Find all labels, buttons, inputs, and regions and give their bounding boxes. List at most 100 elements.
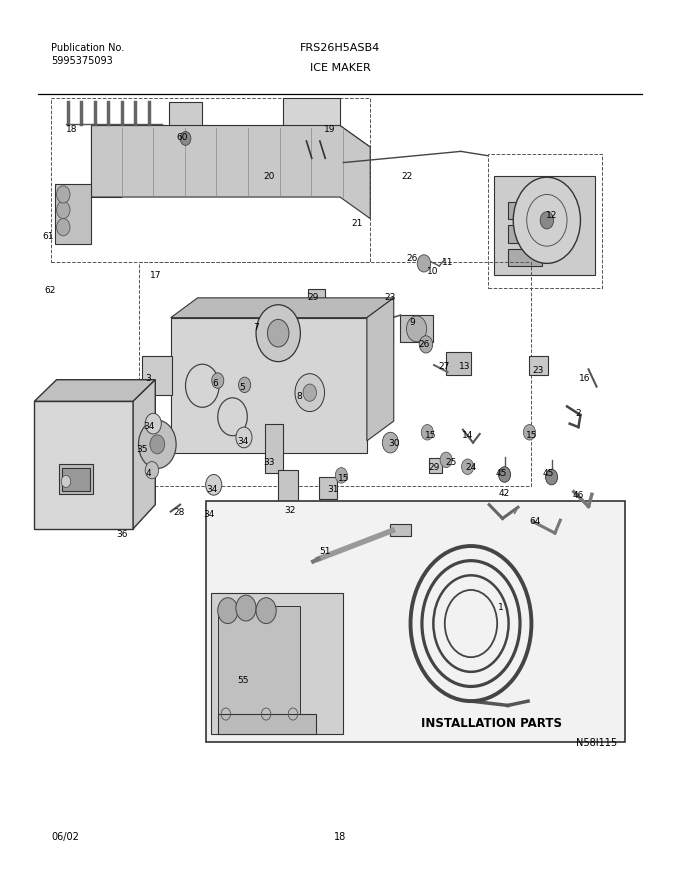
Circle shape (146, 462, 158, 480)
Text: 45: 45 (496, 468, 507, 478)
Text: 11: 11 (442, 258, 453, 267)
Circle shape (418, 255, 430, 273)
Text: 18: 18 (334, 831, 346, 840)
Text: 1: 1 (498, 602, 504, 611)
Text: 34: 34 (237, 436, 248, 445)
Polygon shape (390, 524, 411, 536)
Polygon shape (429, 459, 442, 474)
Text: 34: 34 (143, 421, 154, 430)
Text: 14: 14 (462, 430, 473, 439)
Circle shape (236, 428, 252, 448)
Polygon shape (265, 424, 283, 474)
Text: 16: 16 (579, 374, 591, 383)
Text: 61: 61 (42, 232, 54, 241)
Polygon shape (318, 478, 337, 499)
Circle shape (239, 378, 251, 393)
Circle shape (295, 375, 324, 412)
Text: 60: 60 (176, 133, 188, 142)
Polygon shape (169, 103, 203, 129)
Polygon shape (133, 381, 155, 529)
Circle shape (56, 202, 70, 219)
Polygon shape (92, 126, 122, 198)
Circle shape (56, 187, 70, 204)
Circle shape (180, 132, 191, 146)
Polygon shape (62, 468, 90, 491)
Circle shape (236, 595, 256, 621)
Text: 15: 15 (337, 473, 349, 482)
Polygon shape (35, 401, 133, 529)
Polygon shape (508, 226, 541, 243)
Text: 15: 15 (526, 430, 537, 439)
Circle shape (545, 470, 558, 485)
Text: 17: 17 (150, 271, 161, 280)
Polygon shape (218, 714, 316, 734)
Text: 33: 33 (264, 458, 275, 467)
Polygon shape (142, 357, 172, 395)
Circle shape (211, 374, 224, 389)
Text: Publication No.: Publication No. (51, 43, 124, 53)
Polygon shape (283, 99, 340, 142)
Circle shape (267, 320, 289, 348)
Text: 32: 32 (284, 506, 295, 514)
Text: 34: 34 (203, 509, 215, 518)
Polygon shape (92, 126, 370, 219)
Polygon shape (508, 203, 541, 220)
Circle shape (150, 435, 165, 454)
Text: 12: 12 (546, 210, 558, 220)
Text: 6: 6 (213, 378, 218, 388)
Circle shape (456, 605, 486, 643)
Text: 3: 3 (146, 374, 152, 383)
Text: 20: 20 (264, 172, 275, 181)
Circle shape (498, 468, 511, 482)
Text: 64: 64 (529, 516, 541, 525)
Text: 35: 35 (136, 445, 148, 454)
Polygon shape (401, 315, 432, 342)
Text: 30: 30 (388, 439, 399, 448)
Text: 18: 18 (65, 124, 77, 134)
Text: 19: 19 (324, 124, 336, 134)
Text: 36: 36 (116, 529, 127, 538)
Text: 2: 2 (576, 408, 581, 417)
Text: 9: 9 (409, 318, 415, 327)
Circle shape (61, 476, 71, 488)
Text: 55: 55 (237, 675, 248, 684)
Circle shape (524, 425, 535, 441)
Polygon shape (278, 471, 299, 507)
Text: 24: 24 (465, 462, 477, 472)
Text: 42: 42 (499, 488, 510, 498)
Text: 45: 45 (543, 468, 554, 478)
Polygon shape (218, 607, 300, 719)
Text: 51: 51 (320, 547, 331, 555)
Polygon shape (367, 299, 394, 441)
Text: 5995375093: 5995375093 (51, 56, 113, 66)
Circle shape (407, 316, 426, 342)
Polygon shape (250, 159, 279, 176)
Text: 29: 29 (428, 462, 440, 472)
Circle shape (382, 433, 398, 454)
Text: 06/02: 06/02 (51, 831, 79, 840)
Circle shape (218, 598, 238, 624)
Text: 5: 5 (240, 382, 245, 392)
Polygon shape (205, 501, 626, 742)
Text: 34: 34 (207, 484, 218, 494)
Polygon shape (59, 465, 93, 494)
Circle shape (256, 305, 301, 362)
Text: 31: 31 (328, 484, 339, 494)
Polygon shape (171, 299, 394, 318)
Text: 62: 62 (44, 285, 56, 295)
Text: 7: 7 (253, 322, 259, 331)
Text: 8: 8 (297, 391, 303, 401)
Text: 29: 29 (307, 292, 319, 302)
Polygon shape (92, 126, 370, 148)
Text: N58I115: N58I115 (575, 738, 617, 747)
Polygon shape (508, 249, 541, 267)
Polygon shape (494, 176, 595, 275)
Text: 21: 21 (351, 219, 362, 229)
Text: 26: 26 (406, 254, 418, 262)
Polygon shape (211, 594, 343, 734)
Polygon shape (530, 357, 548, 376)
Text: 15: 15 (425, 430, 437, 439)
Circle shape (256, 598, 276, 624)
Circle shape (440, 453, 452, 468)
Text: 25: 25 (445, 458, 456, 467)
